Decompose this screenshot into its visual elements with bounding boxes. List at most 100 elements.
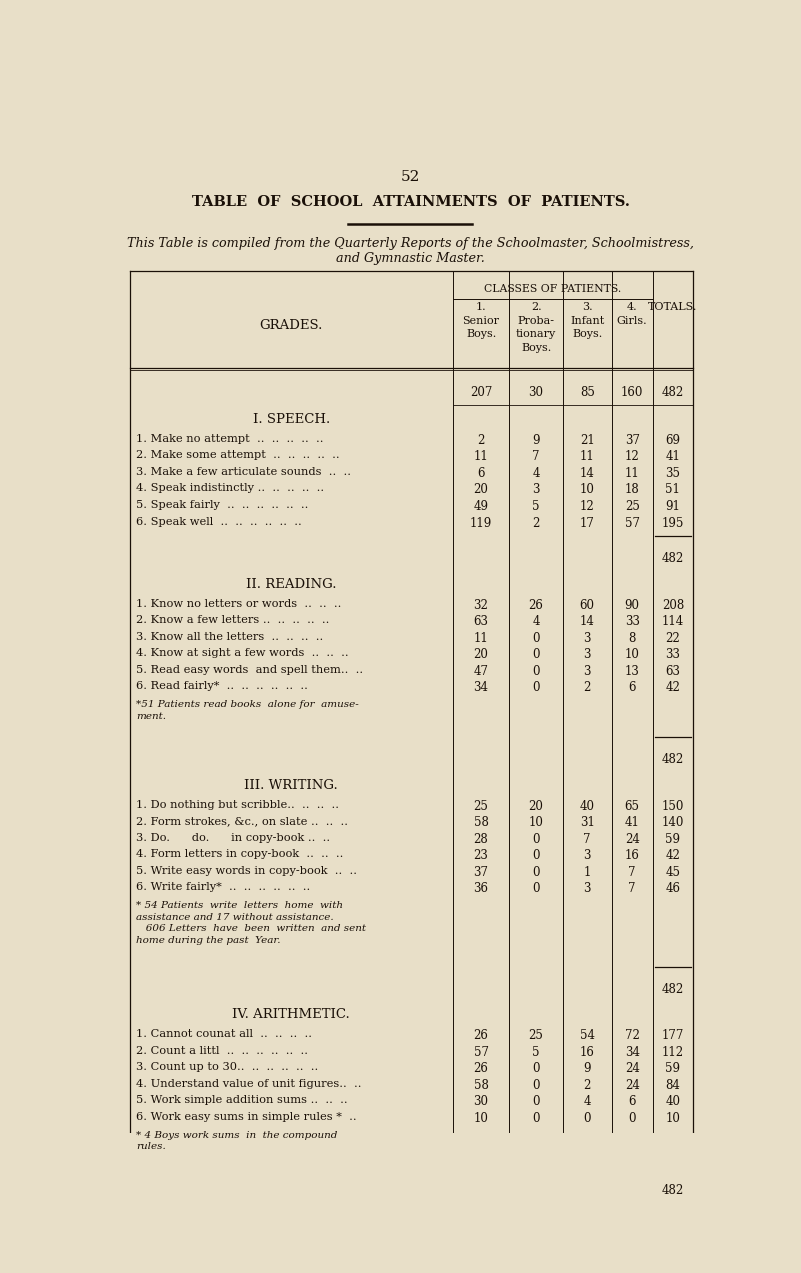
Text: 12: 12 (625, 451, 639, 463)
Text: 3: 3 (583, 665, 591, 677)
Text: 10: 10 (580, 484, 594, 496)
Text: 8: 8 (629, 631, 636, 644)
Text: 160: 160 (621, 386, 643, 398)
Text: 1.: 1. (476, 302, 486, 312)
Text: 0: 0 (629, 1111, 636, 1125)
Text: 30: 30 (529, 386, 544, 398)
Text: 25: 25 (625, 500, 640, 513)
Text: 2: 2 (583, 1078, 591, 1092)
Text: 45: 45 (666, 866, 680, 878)
Text: 6: 6 (629, 681, 636, 694)
Text: * 4 Boys work sums  in  the compound
rules.: * 4 Boys work sums in the compound rules… (136, 1130, 337, 1151)
Text: 60: 60 (580, 598, 594, 611)
Text: 35: 35 (666, 467, 680, 480)
Text: 6. Read fairly*  ..  ..  ..  ..  ..  ..: 6. Read fairly* .. .. .. .. .. .. (136, 681, 308, 691)
Text: GRADES.: GRADES. (260, 320, 323, 332)
Text: 36: 36 (473, 882, 489, 895)
Text: 63: 63 (473, 615, 489, 628)
Text: 31: 31 (580, 816, 594, 829)
Text: 49: 49 (473, 500, 489, 513)
Text: 33: 33 (625, 615, 640, 628)
Text: 0: 0 (533, 849, 540, 862)
Text: 20: 20 (473, 484, 489, 496)
Text: 13: 13 (625, 665, 640, 677)
Text: 6: 6 (629, 1095, 636, 1109)
Text: 6: 6 (477, 467, 485, 480)
Text: 3: 3 (533, 484, 540, 496)
Text: 2: 2 (533, 517, 540, 530)
Text: 57: 57 (473, 1045, 489, 1059)
Text: 11: 11 (625, 467, 639, 480)
Text: 16: 16 (625, 849, 640, 862)
Text: 34: 34 (625, 1045, 640, 1059)
Text: 9: 9 (583, 1062, 591, 1076)
Text: Infant: Infant (570, 316, 604, 326)
Text: 7: 7 (533, 451, 540, 463)
Text: 482: 482 (662, 754, 684, 766)
Text: 4. Know at sight a few words  ..  ..  ..: 4. Know at sight a few words .. .. .. (136, 648, 348, 658)
Text: 2: 2 (477, 434, 485, 447)
Text: 34: 34 (473, 681, 489, 694)
Text: 14: 14 (580, 615, 594, 628)
Text: 46: 46 (666, 882, 680, 895)
Text: 482: 482 (662, 386, 684, 398)
Text: 5. Speak fairly  ..  ..  ..  ..  ..  ..: 5. Speak fairly .. .. .. .. .. .. (136, 500, 308, 510)
Text: 0: 0 (533, 1062, 540, 1076)
Text: Boys.: Boys. (572, 330, 602, 339)
Text: 25: 25 (473, 799, 489, 812)
Text: 1. Know no letters or words  ..  ..  ..: 1. Know no letters or words .. .. .. (136, 598, 341, 608)
Text: 22: 22 (666, 631, 680, 644)
Text: 47: 47 (473, 665, 489, 677)
Text: Boys.: Boys. (521, 342, 551, 353)
Text: 11: 11 (580, 451, 594, 463)
Text: 65: 65 (625, 799, 640, 812)
Text: 37: 37 (473, 866, 489, 878)
Text: 7: 7 (583, 833, 591, 845)
Text: 20: 20 (473, 648, 489, 661)
Text: 1: 1 (583, 866, 591, 878)
Text: 4. Form letters in copy-book  ..  ..  ..: 4. Form letters in copy-book .. .. .. (136, 849, 343, 859)
Text: 208: 208 (662, 598, 684, 611)
Text: 4.: 4. (627, 302, 638, 312)
Text: 24: 24 (625, 1078, 640, 1092)
Text: 0: 0 (533, 648, 540, 661)
Text: 37: 37 (625, 434, 640, 447)
Text: 4. Understand value of unit figures..  ..: 4. Understand value of unit figures.. .. (136, 1078, 361, 1088)
Text: 0: 0 (533, 631, 540, 644)
Text: 0: 0 (533, 833, 540, 845)
Text: 2. Form strokes, &c., on slate ..  ..  ..: 2. Form strokes, &c., on slate .. .. .. (136, 816, 348, 826)
Text: TABLE  OF  SCHOOL  ATTAINMENTS  OF  PATIENTS.: TABLE OF SCHOOL ATTAINMENTS OF PATIENTS. (191, 195, 630, 209)
Text: 54: 54 (580, 1029, 594, 1043)
Text: 3. Do.      do.      in copy-book ..  ..: 3. Do. do. in copy-book .. .. (136, 833, 330, 843)
Text: 69: 69 (666, 434, 680, 447)
Text: 11: 11 (473, 631, 489, 644)
Text: tionary: tionary (516, 330, 556, 339)
Text: 40: 40 (666, 1095, 680, 1109)
Text: II. READING.: II. READING. (246, 578, 336, 591)
Text: 16: 16 (580, 1045, 594, 1059)
Text: 30: 30 (473, 1095, 489, 1109)
Text: 4: 4 (533, 467, 540, 480)
Text: 90: 90 (625, 598, 640, 611)
Text: 140: 140 (662, 816, 684, 829)
Text: 4: 4 (583, 1095, 591, 1109)
Text: 0: 0 (533, 882, 540, 895)
Text: 41: 41 (666, 451, 680, 463)
Text: 40: 40 (580, 799, 594, 812)
Text: * 54 Patients  write  letters  home  with
assistance and 17 without assistance.
: * 54 Patients write letters home with as… (136, 901, 366, 945)
Text: 1. Do nothing but scribble..  ..  ..  ..: 1. Do nothing but scribble.. .. .. .. (136, 799, 339, 810)
Text: 12: 12 (580, 500, 594, 513)
Text: 57: 57 (625, 517, 640, 530)
Text: I. SPEECH.: I. SPEECH. (252, 412, 330, 426)
Text: 5. Write easy words in copy-book  ..  ..: 5. Write easy words in copy-book .. .. (136, 866, 356, 876)
Text: 85: 85 (580, 386, 594, 398)
Text: 0: 0 (533, 1095, 540, 1109)
Text: 72: 72 (625, 1029, 640, 1043)
Text: 2. Make some attempt  ..  ..  ..  ..  ..: 2. Make some attempt .. .. .. .. .. (136, 451, 340, 461)
Text: 3: 3 (583, 631, 591, 644)
Text: 17: 17 (580, 517, 594, 530)
Text: 33: 33 (666, 648, 680, 661)
Text: 24: 24 (625, 833, 640, 845)
Text: 58: 58 (473, 816, 489, 829)
Text: 91: 91 (666, 500, 680, 513)
